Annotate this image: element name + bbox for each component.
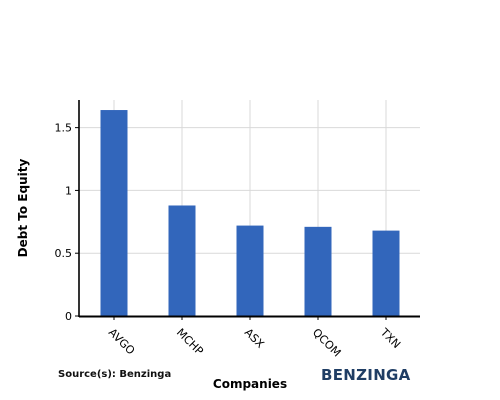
x-tick-label: ASX xyxy=(242,326,267,351)
benzinga-logo: BENZINGA xyxy=(321,366,411,384)
bar-asx xyxy=(236,225,264,316)
x-axis-label: Companies xyxy=(213,377,287,391)
y-tick-label: 0 xyxy=(65,310,72,323)
x-tick-label: QCOM xyxy=(310,326,344,360)
x-tick-label: AVGO xyxy=(106,326,138,358)
y-tick-label: 1 xyxy=(65,184,72,197)
x-tick-label: MCHP xyxy=(174,326,206,358)
bar-avgo xyxy=(100,110,128,316)
bar-mchp xyxy=(168,205,196,316)
y-tick-label: 1.5 xyxy=(55,122,73,135)
source-note: Source(s): Benzinga xyxy=(58,369,172,380)
bars xyxy=(100,110,400,316)
x-tick-label: TXN xyxy=(377,325,403,351)
y-axis-label: Debt To Equity xyxy=(16,159,30,258)
bar-qcom xyxy=(304,226,332,316)
x-ticks: AVGO MCHP ASX QCOM TXN xyxy=(106,316,403,360)
bar-txn xyxy=(372,230,400,316)
y-tick-label: 0.5 xyxy=(55,247,73,260)
y-ticks: 0 0.5 1 1.5 xyxy=(55,122,79,323)
